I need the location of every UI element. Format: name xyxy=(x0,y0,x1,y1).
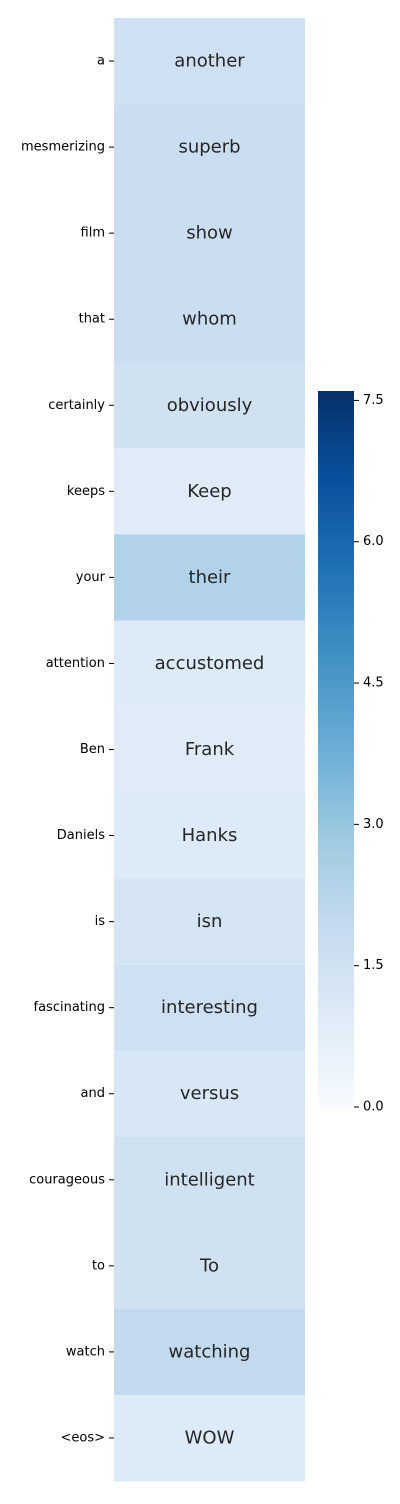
heatmap-cell xyxy=(114,276,305,363)
heatmap-cell xyxy=(114,792,305,880)
heatmap-cell xyxy=(114,1394,305,1482)
cell-annotation: show xyxy=(186,223,233,244)
cell-annotation: intelligent xyxy=(164,1169,255,1190)
heatmap-cells xyxy=(114,18,305,1482)
cell-annotation: isn xyxy=(197,911,223,932)
y-tick-label: film xyxy=(81,226,105,241)
cell-annotation: their xyxy=(189,567,232,588)
heatmap-cell xyxy=(114,706,305,794)
heatmap-cell xyxy=(114,964,305,1052)
y-tick-label: courageous xyxy=(29,1172,105,1187)
heatmap-cell xyxy=(114,448,305,535)
cell-annotation: WOW xyxy=(185,1427,235,1448)
colorbar-tick-label: 1.5 xyxy=(363,958,384,973)
heatmap-cell xyxy=(114,1222,305,1310)
colorbar-tick-label: 4.5 xyxy=(363,676,384,691)
cell-annotation: whom xyxy=(182,309,237,330)
y-tick-label: and xyxy=(81,1086,105,1101)
y-tick-label: Daniels xyxy=(57,828,105,843)
y-tick-label: certainly xyxy=(48,398,105,413)
y-tick-label: that xyxy=(79,312,105,327)
y-tick-label: attention xyxy=(46,656,105,671)
heatmap-cell xyxy=(114,534,305,621)
y-tick-label: watch xyxy=(66,1344,105,1359)
cell-annotation: accustomed xyxy=(155,653,265,674)
heatmap-cell xyxy=(114,1308,305,1396)
cell-annotation: Keep xyxy=(187,481,231,502)
colorbar-tick-label: 3.0 xyxy=(363,817,384,832)
cell-annotation: To xyxy=(199,1255,219,1276)
cell-annotation: Hanks xyxy=(182,825,238,846)
colorbar: 0.0 1.5 3.0 4.5 6.0 7.5 xyxy=(318,391,384,1115)
heatmap-cell xyxy=(114,190,305,277)
y-tick-label: a xyxy=(97,54,105,69)
colorbar-tick-label: 7.5 xyxy=(363,393,384,408)
y-tick-label: your xyxy=(76,570,106,585)
y-tick-label: <eos> xyxy=(60,1430,105,1445)
y-tick-label: fascinating xyxy=(34,1000,105,1015)
heatmap-cell xyxy=(114,620,305,707)
colorbar-gradient xyxy=(318,391,354,1107)
heatmap-cell xyxy=(114,104,305,191)
heatmap-cell xyxy=(114,878,305,966)
row-labels: a mesmerizing film that certainly keeps your at… xyxy=(21,54,114,1445)
y-tick-label: is xyxy=(95,914,106,929)
cell-annotation: another xyxy=(174,51,245,72)
cell-annotation: superb xyxy=(178,137,240,158)
y-tick-label: mesmerizing xyxy=(21,140,105,155)
y-tick-label: Ben xyxy=(80,742,105,757)
cell-annotation: Frank xyxy=(185,739,235,760)
colorbar-tick-label: 6.0 xyxy=(363,534,384,549)
y-tick-label: keeps xyxy=(67,484,105,499)
heatmap-cell xyxy=(114,1136,305,1224)
cell-annotations: another superb show whom obviously Keep their a… xyxy=(155,51,265,1449)
cell-annotation: watching xyxy=(169,1341,251,1362)
heatmap-cell xyxy=(114,1050,305,1138)
y-tick-label: to xyxy=(92,1258,105,1273)
heatmap-cell xyxy=(114,18,305,105)
cell-annotation: obviously xyxy=(167,395,253,416)
colorbar-tick-label: 0.0 xyxy=(363,1100,384,1115)
cell-annotation: versus xyxy=(180,1083,239,1104)
cell-annotation: interesting xyxy=(161,997,258,1018)
heatmap-cell xyxy=(114,362,305,449)
